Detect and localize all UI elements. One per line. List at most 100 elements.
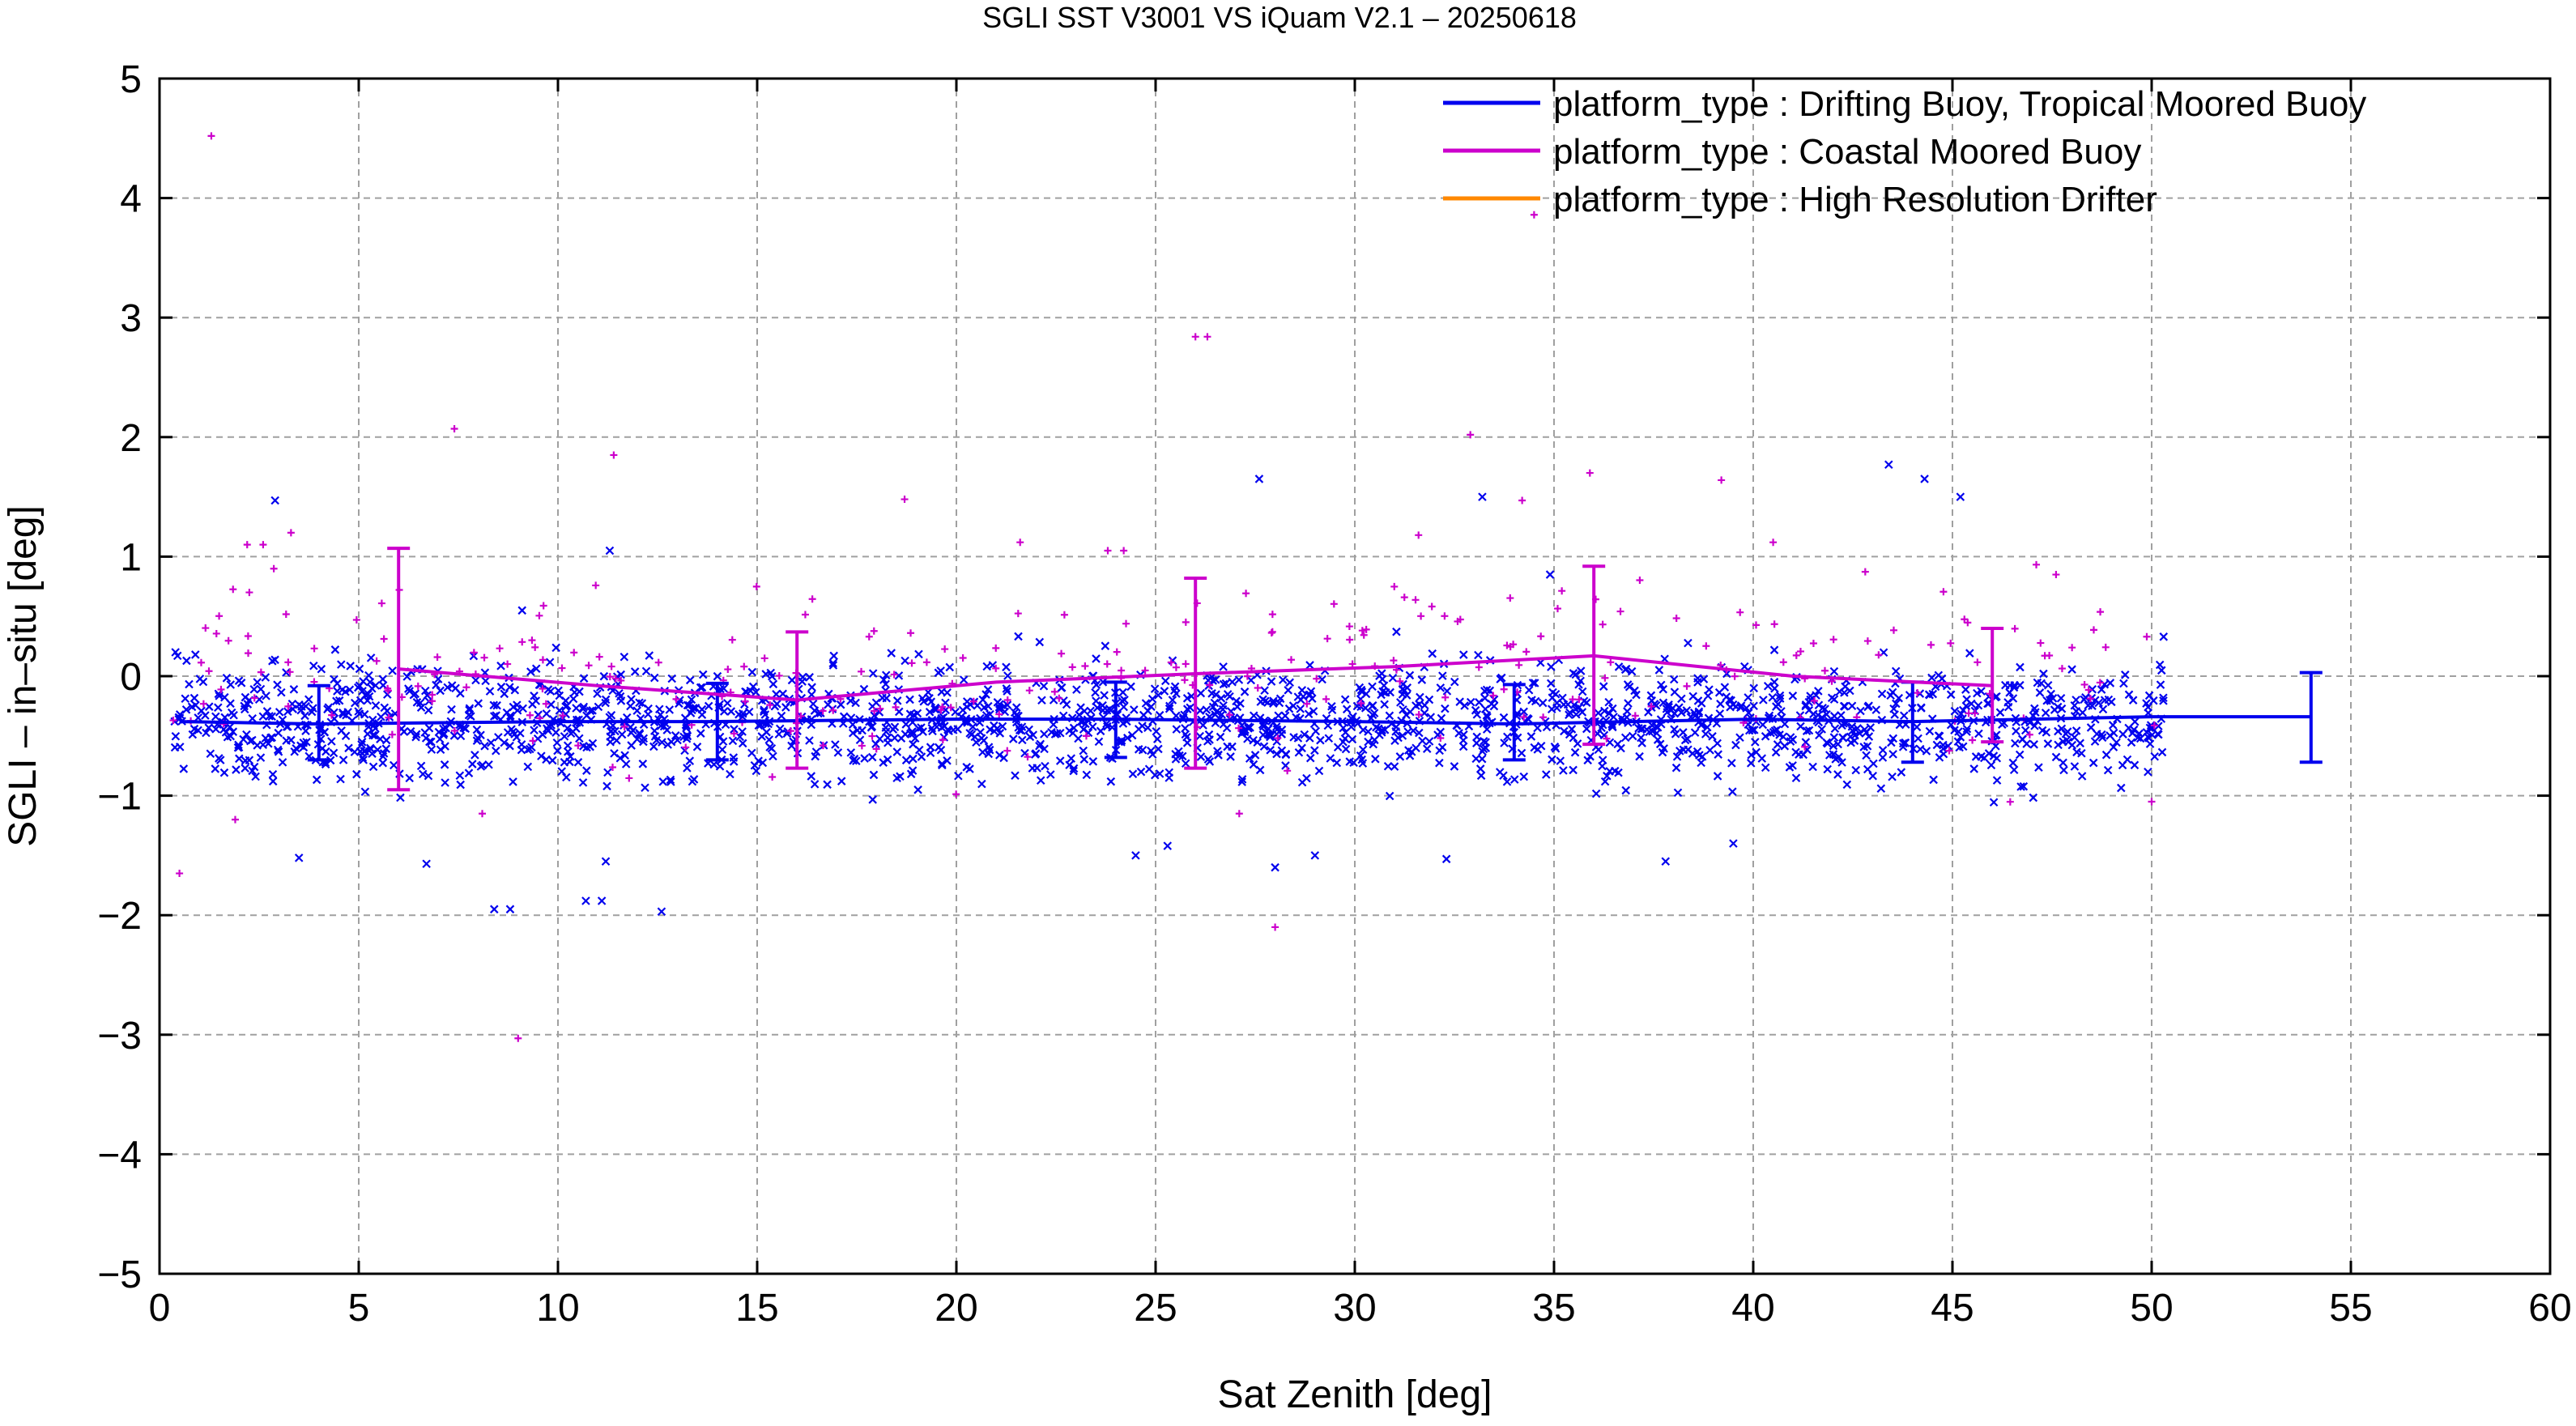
scatter-point xyxy=(220,713,229,722)
scatter-point xyxy=(1682,706,1692,715)
scatter-point xyxy=(1172,725,1182,734)
scatter-point xyxy=(1360,631,1368,639)
scatter-point xyxy=(194,726,202,735)
scatter-point xyxy=(1935,731,1944,741)
scatter-point xyxy=(688,705,696,715)
scatter-point xyxy=(807,683,816,692)
scatter-point xyxy=(563,741,573,751)
scatter-point xyxy=(456,689,465,698)
scatter-point xyxy=(1728,787,1737,796)
scatter-point xyxy=(1300,730,1309,739)
scatter-point xyxy=(275,708,284,717)
scatter-point xyxy=(286,668,294,676)
scatter-point xyxy=(296,741,305,751)
scatter-point xyxy=(978,747,987,757)
scatter-point xyxy=(1025,687,1033,695)
outlier-point xyxy=(1415,531,1423,539)
scatter-point xyxy=(1113,648,1121,656)
scatter-point xyxy=(1862,751,1871,760)
scatter-point xyxy=(1871,705,1881,714)
scatter-point xyxy=(2117,783,2126,793)
scatter-point xyxy=(1388,673,1398,683)
scatter-point xyxy=(1072,685,1081,694)
scatter-point xyxy=(913,709,922,718)
scatter-point xyxy=(1287,656,1295,664)
scatter-point xyxy=(2034,763,2043,772)
scatter-point xyxy=(1127,730,1137,740)
scatter-point xyxy=(868,732,876,740)
scatter-point xyxy=(1396,698,1405,707)
scatter-point xyxy=(1196,752,1206,761)
scatter-point xyxy=(1914,734,1922,743)
scatter-point xyxy=(1226,752,1235,761)
scatter-point xyxy=(639,734,649,743)
scatter-point xyxy=(355,664,364,674)
scatter-point xyxy=(730,730,738,738)
scatter-point xyxy=(2097,733,2107,743)
scatter-point xyxy=(1418,736,1427,746)
scatter-point xyxy=(868,669,878,678)
scatter-point xyxy=(907,629,915,637)
scatter-point xyxy=(351,698,360,708)
scatter-point xyxy=(1327,701,1336,711)
scatter-point xyxy=(849,756,858,765)
scatter-point xyxy=(2129,725,2139,734)
outlier-point xyxy=(1718,476,1726,484)
scatter-point xyxy=(2109,728,2118,738)
scatter-point xyxy=(611,675,620,683)
scatter-point xyxy=(1160,687,1169,696)
scatter-point xyxy=(1946,690,1956,700)
scatter-point xyxy=(658,738,666,747)
scatter-point xyxy=(1385,711,1394,721)
scatter-point xyxy=(1815,730,1824,740)
scatter-point xyxy=(869,770,879,780)
scatter-point xyxy=(1118,719,1128,728)
scatter-point xyxy=(1362,625,1370,633)
x-tick-label: 25 xyxy=(1134,1287,1177,1330)
scatter-point xyxy=(312,775,321,785)
scatter-point xyxy=(575,687,584,696)
scatter-point xyxy=(726,707,736,716)
scatter-point xyxy=(1892,699,1901,709)
scatter-point xyxy=(741,697,749,705)
scatter-point xyxy=(1399,686,1409,695)
scatter-point xyxy=(1887,738,1896,747)
scatter-point xyxy=(1357,687,1367,696)
scatter-point xyxy=(1763,681,1773,691)
x-tick-label: 5 xyxy=(348,1287,370,1330)
outlier-point xyxy=(490,905,499,914)
scatter-point xyxy=(1888,687,1897,697)
scatter-point xyxy=(574,742,582,750)
scatter-point xyxy=(2101,643,2110,651)
scatter-point xyxy=(1688,749,1697,758)
scatter-point xyxy=(616,696,626,705)
scatter-point xyxy=(1390,582,1399,590)
scatter-point xyxy=(1482,725,1492,734)
scatter-point xyxy=(439,724,448,734)
outlier-point xyxy=(2159,632,2169,641)
scatter-point xyxy=(883,755,892,764)
scatter-point xyxy=(1647,721,1657,730)
scatter-point xyxy=(292,743,300,753)
scatter-point xyxy=(1791,773,1801,783)
scatter-point xyxy=(441,778,449,787)
scatter-point xyxy=(1380,700,1389,709)
scatter-point xyxy=(828,661,838,670)
scatter-point xyxy=(560,732,569,741)
scatter-point xyxy=(428,691,436,699)
scatter-point xyxy=(1531,679,1539,687)
scatter-point xyxy=(951,707,960,717)
scatter-point xyxy=(215,692,224,700)
scatter-point xyxy=(728,736,738,746)
scatter-point xyxy=(509,727,517,737)
outlier-point xyxy=(901,496,909,504)
scatter-point xyxy=(1474,650,1483,660)
scatter-point xyxy=(1713,772,1722,781)
scatter-point xyxy=(2008,694,2018,703)
scatter-point xyxy=(2016,782,2025,791)
scatter-point xyxy=(1675,747,1684,756)
scatter-point xyxy=(320,727,329,737)
scatter-point xyxy=(1324,734,1334,743)
legend-label: platform_type : Drifting Buoy, Tropical … xyxy=(1553,84,2366,124)
scatter-point xyxy=(1817,725,1826,734)
